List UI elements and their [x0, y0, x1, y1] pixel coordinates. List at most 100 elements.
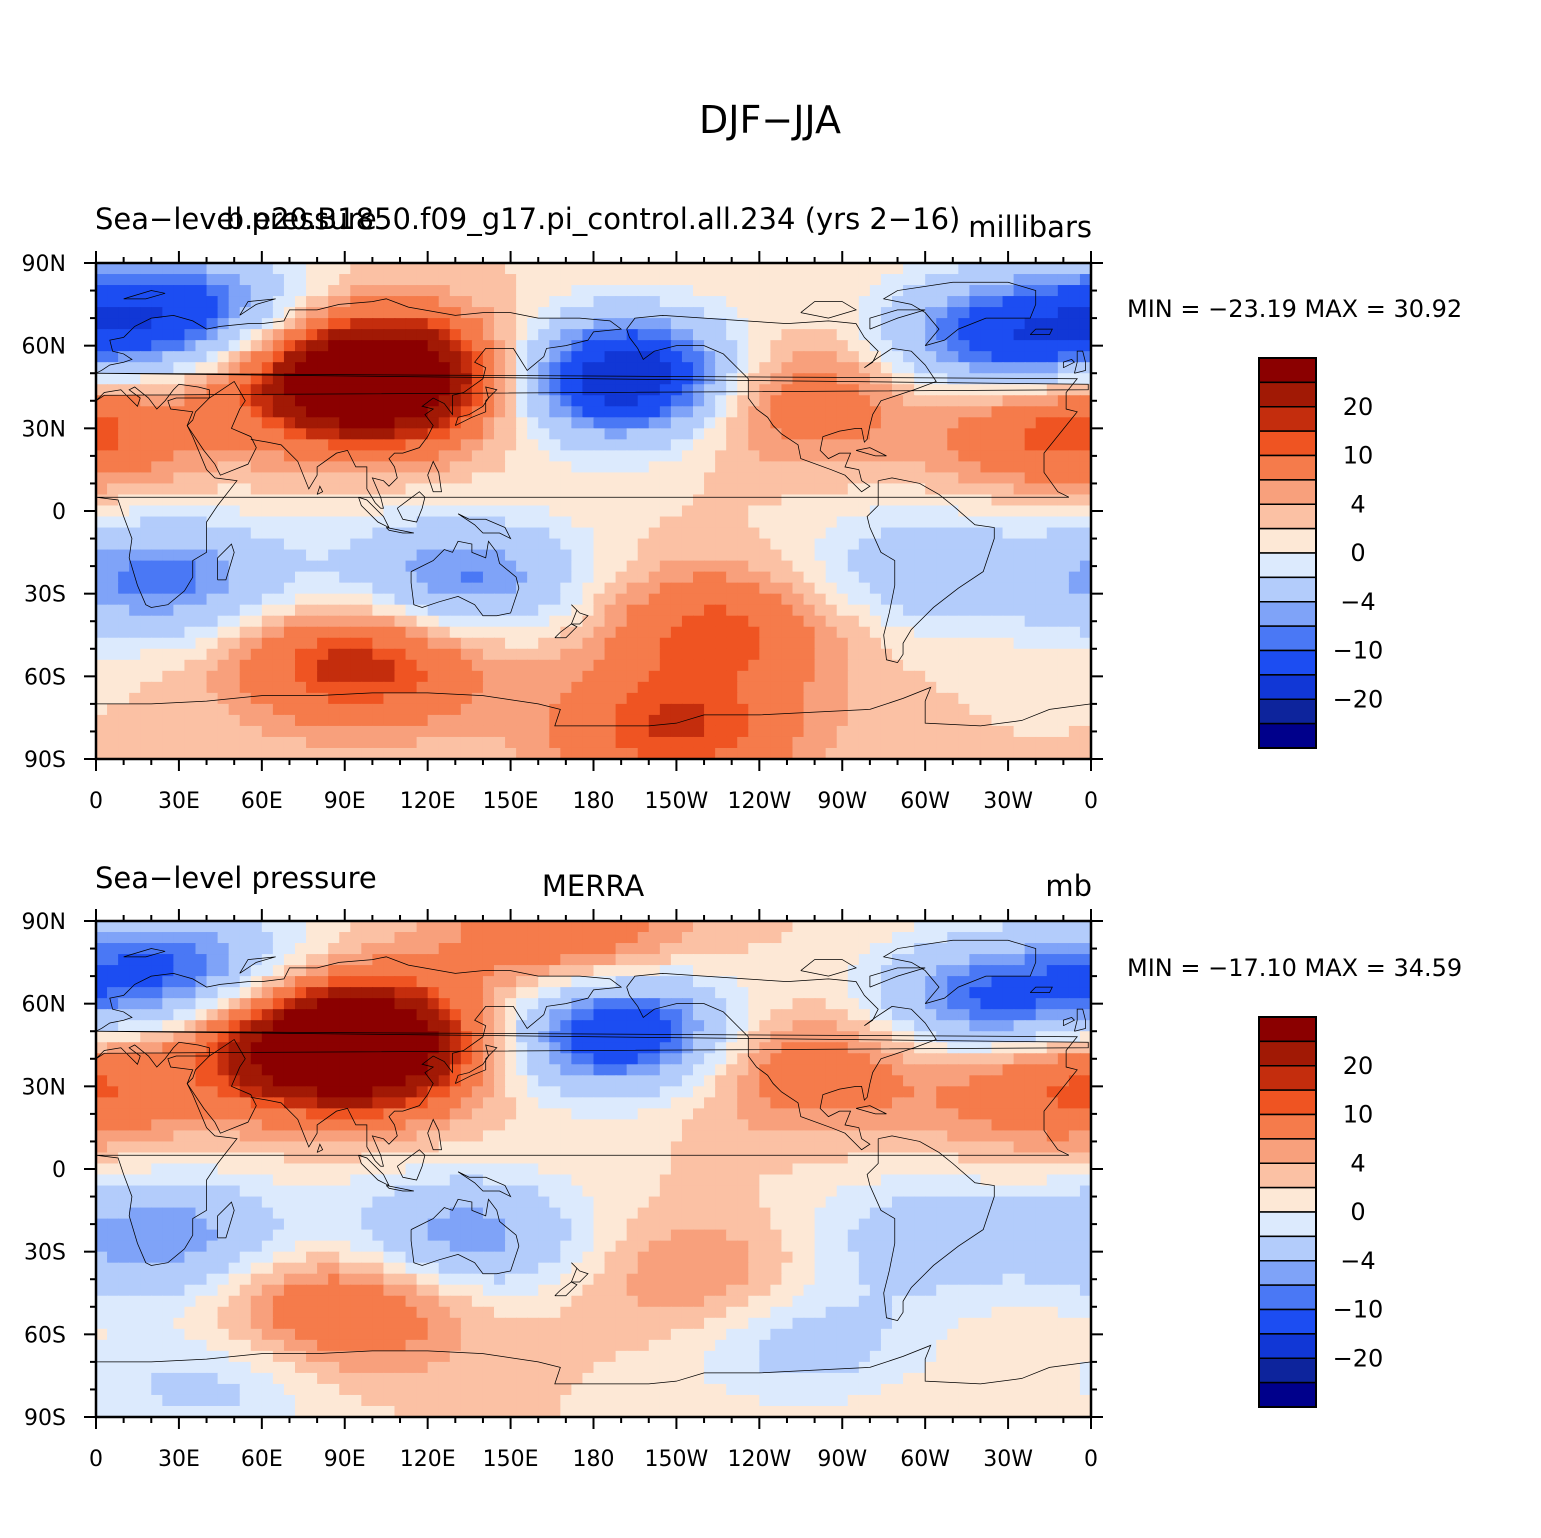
contour-cell	[427, 318, 440, 330]
colorbar-box	[1258, 649, 1317, 676]
contour-cell	[836, 373, 849, 386]
contour-cell	[96, 932, 108, 944]
contour-cell	[295, 954, 307, 966]
contour-cell	[693, 483, 705, 496]
contour-cell	[195, 483, 208, 496]
contour-cell	[350, 692, 363, 705]
contour-cell	[903, 571, 915, 584]
contour-cell	[615, 659, 628, 672]
contour-cell	[129, 307, 142, 319]
contour-cell	[317, 417, 329, 430]
contour-cell	[295, 428, 307, 441]
contour-cell	[372, 692, 385, 705]
contour-cell	[659, 318, 672, 330]
contour-cell	[283, 263, 296, 275]
contour-cell	[914, 648, 926, 661]
contour-cell	[936, 593, 949, 606]
contour-cell	[836, 274, 849, 286]
contour-cell	[283, 362, 296, 375]
contour-cell	[107, 648, 119, 661]
contour-cell	[1035, 571, 1048, 584]
contour-cell	[980, 274, 993, 286]
contour-cell	[195, 362, 208, 375]
contour-cell	[880, 736, 893, 749]
contour-cell	[1068, 329, 1081, 341]
contour-cell	[858, 439, 871, 452]
contour-cell	[494, 648, 506, 661]
contour-cell	[306, 307, 318, 319]
contour-cell	[969, 560, 982, 573]
contour-cell	[693, 472, 705, 485]
contour-cell	[1057, 527, 1070, 540]
contour-cell	[792, 384, 805, 397]
contour-cell	[173, 571, 186, 584]
contour-cell	[670, 626, 683, 639]
contour-cell	[228, 373, 241, 386]
contour-cell	[505, 747, 517, 759]
contour-cell	[505, 703, 517, 716]
contour-cell	[339, 703, 352, 716]
contour-cell	[1068, 692, 1081, 705]
contour-cell	[217, 329, 230, 341]
contour-cell	[140, 571, 153, 584]
contour-cell	[272, 494, 285, 507]
contour-cell	[328, 373, 341, 386]
contour-cell	[361, 615, 374, 628]
contour-cell	[184, 1009, 197, 1022]
contour-cell	[482, 538, 495, 551]
contour-cell	[693, 648, 705, 661]
contour-cell	[328, 395, 341, 408]
contour-cell	[825, 615, 838, 628]
contour-cell	[538, 505, 551, 518]
contour-cell	[328, 725, 341, 738]
contour-cell	[947, 954, 960, 966]
contour-cell	[726, 417, 739, 430]
contour-cell	[228, 615, 241, 628]
contour-cell	[925, 659, 938, 672]
contour-cell	[980, 406, 993, 419]
contour-cell	[339, 351, 352, 364]
contour-cell	[184, 571, 197, 584]
contour-cell	[1013, 395, 1026, 408]
contour-cell	[847, 296, 860, 308]
contour-cell	[593, 670, 606, 683]
contour-cell	[405, 626, 418, 639]
contour-cell	[1046, 285, 1059, 297]
contour-cell	[582, 593, 595, 606]
contour-cell	[770, 461, 783, 474]
contour-cell	[969, 450, 982, 463]
contour-cell	[759, 472, 772, 485]
contour-cell	[129, 274, 142, 286]
contour-cell	[505, 987, 517, 999]
contour-cell	[726, 263, 739, 275]
contour-cell	[903, 461, 915, 474]
contour-cell	[162, 932, 175, 944]
contour-cell	[781, 340, 794, 353]
contour-cell	[648, 461, 661, 474]
contour-cell	[217, 626, 230, 639]
contour-cell	[350, 406, 363, 419]
contour-cell	[151, 1009, 164, 1022]
contour-cell	[96, 615, 108, 628]
contour-cell	[604, 527, 617, 540]
contour-cell	[449, 505, 462, 518]
contour-cell	[1002, 329, 1015, 341]
contour-cell	[339, 362, 352, 375]
contour-cell	[261, 626, 274, 639]
contour-cell	[792, 505, 805, 518]
contour-cell	[615, 582, 628, 595]
contour-cell	[416, 494, 429, 507]
contour-cell	[505, 505, 517, 518]
contour-cell	[648, 329, 661, 341]
contour-cell	[306, 494, 318, 507]
contour-cell	[317, 307, 329, 319]
contour-cell	[1079, 965, 1091, 977]
contour-cell	[195, 615, 208, 628]
contour-cell	[538, 406, 551, 419]
contour-cell	[825, 626, 838, 639]
contour-cell	[925, 450, 938, 463]
contour-cell	[162, 965, 175, 977]
contour-cell	[604, 384, 617, 397]
contour-cell	[814, 274, 827, 286]
contour-cell	[582, 976, 595, 988]
